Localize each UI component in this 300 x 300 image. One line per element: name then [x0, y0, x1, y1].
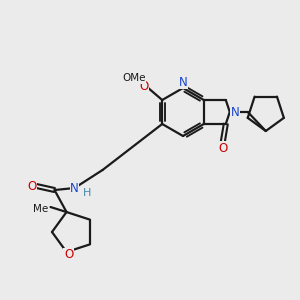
Text: N: N [178, 76, 188, 88]
Text: O: O [64, 248, 73, 262]
Text: Me: Me [33, 204, 49, 214]
Text: N: N [70, 182, 79, 194]
Text: O: O [27, 179, 36, 193]
Text: OMe: OMe [122, 74, 146, 83]
Text: H: H [82, 188, 91, 198]
Text: O: O [218, 142, 227, 154]
Text: N: N [230, 106, 239, 118]
Text: O: O [140, 80, 149, 94]
